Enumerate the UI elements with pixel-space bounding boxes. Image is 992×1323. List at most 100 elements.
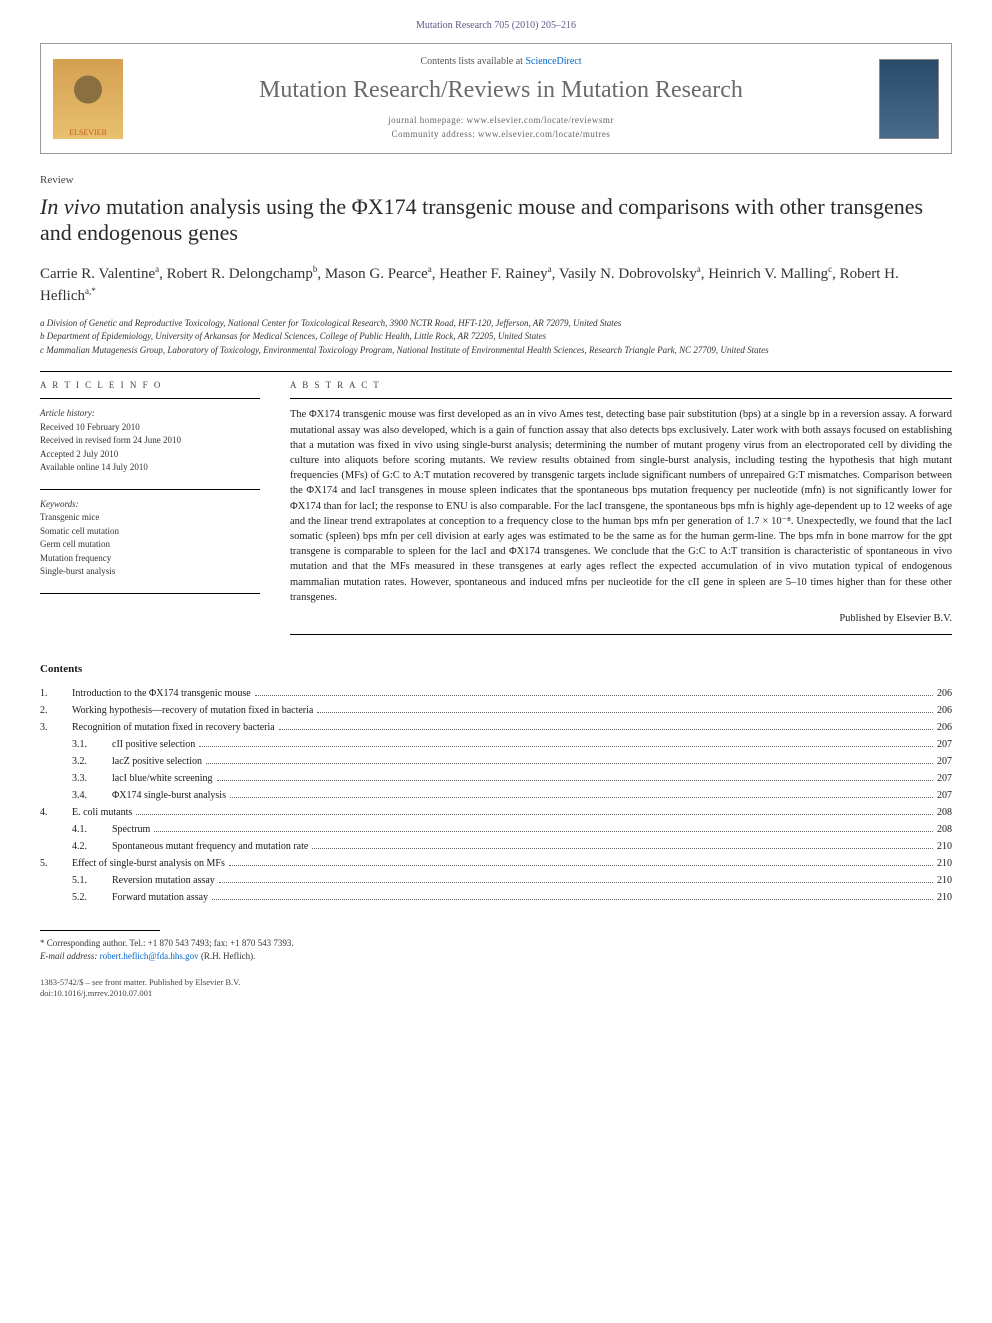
toc-dots <box>312 848 933 849</box>
corr-tel-fax: * Corresponding author. Tel.: +1 870 543… <box>40 937 952 950</box>
article-info-column: A R T I C L E I N F O Article history: R… <box>40 380 260 643</box>
toc-page: 210 <box>937 889 952 906</box>
contents-heading: Contents <box>40 663 952 675</box>
toc-number: 5. <box>40 855 72 872</box>
toc-label: cII positive selection <box>112 736 195 753</box>
toc-dots <box>317 712 933 713</box>
toc-page: 206 <box>937 685 952 702</box>
toc-dots <box>255 695 933 696</box>
keyword: Transgenic mice <box>40 511 260 525</box>
masthead-center: Contents lists available at ScienceDirec… <box>139 56 863 141</box>
sciencedirect-link[interactable]: ScienceDirect <box>525 56 581 67</box>
toc-dots <box>199 746 933 747</box>
author: Robert R. Delongchampb <box>167 266 318 282</box>
elsevier-logo: ELSEVIER <box>53 59 123 139</box>
toc-label: Spectrum <box>112 821 150 838</box>
author: Vasily N. Dobrovolskya <box>559 266 701 282</box>
toc-dots <box>206 763 933 764</box>
elsevier-text: ELSEVIER <box>69 128 107 137</box>
affiliations: a Division of Genetic and Reproductive T… <box>40 317 952 358</box>
keyword: Mutation frequency <box>40 552 260 566</box>
article-type: Review <box>40 174 952 186</box>
toc-number: 3. <box>40 719 72 736</box>
toc-page: 208 <box>937 804 952 821</box>
toc-page: 206 <box>937 719 952 736</box>
toc-number: 2. <box>40 702 72 719</box>
keyword: Single-burst analysis <box>40 565 260 579</box>
author: Heather F. Raineya <box>439 266 551 282</box>
toc-page: 210 <box>937 838 952 855</box>
article-title: In vivo mutation analysis using the ΦX17… <box>40 194 952 247</box>
title-italic: In vivo <box>40 194 100 219</box>
affiliation-line: a Division of Genetic and Reproductive T… <box>40 317 952 331</box>
toc-number: 4.2. <box>72 838 112 855</box>
toc-number: 1. <box>40 685 72 702</box>
toc-number: 3.4. <box>72 787 112 804</box>
info-abstract-row: A R T I C L E I N F O Article history: R… <box>40 380 952 643</box>
toc-entry: 4. E. coli mutants 208 <box>40 804 952 821</box>
corr-email-name: (R.H. Heflich). <box>199 951 256 961</box>
toc-label: lacI blue/white screening <box>112 770 213 787</box>
article-info-head: A R T I C L E I N F O <box>40 380 260 390</box>
toc-page: 206 <box>937 702 952 719</box>
divider <box>40 371 952 372</box>
abstract-column: A B S T R A C T The ΦX174 transgenic mou… <box>290 380 952 643</box>
authors-list: Carrie R. Valentinea, Robert R. Delongch… <box>40 263 952 307</box>
toc-dots <box>229 865 933 866</box>
author: Carrie R. Valentinea <box>40 266 159 282</box>
author-aff-marker: a <box>548 264 552 274</box>
abstract-body: The ΦX174 transgenic mouse was first dev… <box>290 409 952 603</box>
history-label: Article history: <box>40 407 260 421</box>
issn-line: 1383-5742/$ – see front matter. Publishe… <box>40 977 952 989</box>
toc-entry: 1. Introduction to the ΦX174 transgenic … <box>40 685 952 702</box>
contents-available-text: Contents lists available at <box>420 56 525 67</box>
toc-label: Reversion mutation assay <box>112 872 215 889</box>
toc-number: 3.1. <box>72 736 112 753</box>
toc-label: Spontaneous mutant frequency and mutatio… <box>112 838 308 855</box>
toc-page: 208 <box>937 821 952 838</box>
toc-page: 210 <box>937 855 952 872</box>
toc-label: Forward mutation assay <box>112 889 208 906</box>
divider <box>290 398 952 399</box>
toc-label: ΦX174 single-burst analysis <box>112 787 226 804</box>
toc-entry: 4.1. Spectrum 208 <box>72 821 952 838</box>
keywords-block: Keywords: Transgenic miceSomatic cell mu… <box>40 498 260 579</box>
copyright-block: 1383-5742/$ – see front matter. Publishe… <box>40 977 952 1001</box>
toc-entry: 3.2. lacZ positive selection 207 <box>72 753 952 770</box>
author-aff-marker: b <box>313 264 318 274</box>
toc-entry: 3. Recognition of mutation fixed in reco… <box>40 719 952 736</box>
author: Mason G. Pearcea <box>325 266 432 282</box>
published-by: Published by Elsevier B.V. <box>290 611 952 626</box>
toc-entry: 3.1. cII positive selection 207 <box>72 736 952 753</box>
toc-number: 3.3. <box>72 770 112 787</box>
elsevier-tree-icon <box>63 73 113 128</box>
toc-page: 207 <box>937 770 952 787</box>
affiliation-line: b Department of Epidemiology, University… <box>40 330 952 344</box>
corr-email-link[interactable]: robert.heflich@fda.hhs.gov <box>100 951 199 961</box>
toc-number: 3.2. <box>72 753 112 770</box>
keyword: Germ cell mutation <box>40 538 260 552</box>
toc-label: lacZ positive selection <box>112 753 202 770</box>
toc-dots <box>219 882 933 883</box>
divider <box>290 634 952 635</box>
toc-entry: 3.4. ΦX174 single-burst analysis 207 <box>72 787 952 804</box>
masthead: ELSEVIER Contents lists available at Sci… <box>40 43 952 154</box>
abstract-head: A B S T R A C T <box>290 380 952 390</box>
toc-number: 4. <box>40 804 72 821</box>
author-aff-marker: c <box>828 264 832 274</box>
toc-dots <box>217 780 933 781</box>
table-of-contents: 1. Introduction to the ΦX174 transgenic … <box>40 685 952 906</box>
homepage-url: www.elsevier.com/locate/reviewsmr <box>467 115 614 125</box>
toc-label: E. coli mutants <box>72 804 132 821</box>
community-label: Community address: <box>392 129 479 139</box>
homepage-label: journal homepage: <box>388 115 466 125</box>
toc-dots <box>279 729 933 730</box>
toc-number: 5.1. <box>72 872 112 889</box>
title-rest: mutation analysis using the ΦX174 transg… <box>40 194 923 245</box>
toc-number: 4.1. <box>72 821 112 838</box>
toc-entry: 5. Effect of single-burst analysis on MF… <box>40 855 952 872</box>
community-url: www.elsevier.com/locate/mutres <box>478 129 610 139</box>
history-line: Received 10 February 2010 <box>40 421 260 435</box>
homepage-lines: journal homepage: www.elsevier.com/locat… <box>139 114 863 141</box>
divider <box>40 593 260 594</box>
